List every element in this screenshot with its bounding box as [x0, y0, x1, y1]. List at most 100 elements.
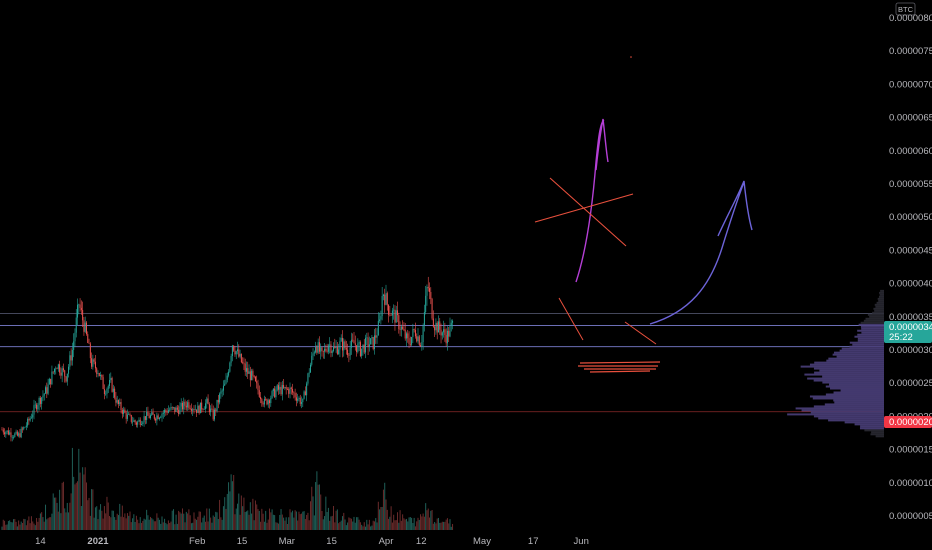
volume-bar — [370, 526, 372, 530]
volume-bar — [185, 511, 187, 530]
candle-body — [117, 400, 119, 405]
red-underline-scribble[interactable] — [578, 361, 661, 373]
volume-bar — [312, 496, 314, 530]
candle-body — [78, 304, 80, 306]
candle-body — [269, 400, 271, 404]
candle-body — [36, 404, 38, 410]
volume-bar — [153, 521, 155, 530]
candle-body — [352, 339, 354, 341]
volume-profile-bar — [813, 415, 884, 418]
volume-bar — [21, 522, 23, 530]
volume-bar — [42, 517, 44, 530]
candle-body — [21, 428, 23, 430]
candle-body — [256, 381, 258, 384]
volume-bar — [389, 516, 391, 530]
volume-bar — [432, 523, 434, 530]
candle-body — [376, 335, 378, 338]
currency-label: BTC — [898, 5, 914, 14]
volume-profile-bar — [840, 389, 884, 392]
candle-body — [380, 316, 382, 320]
purple-arrow-drawing[interactable] — [575, 118, 609, 283]
volume-bar — [299, 514, 301, 530]
candle-body — [149, 415, 151, 419]
volume-profile-bar — [809, 395, 884, 398]
volume-bar — [38, 517, 40, 530]
candle-body — [393, 309, 395, 311]
time-axis[interactable]: 14 2021 Feb 15 Mar 15 Apr 12 May 17 Jun — [35, 536, 589, 547]
volume-bar — [206, 508, 208, 530]
candle-body — [1, 429, 3, 431]
volume-bar — [446, 518, 448, 530]
volume-bar — [55, 497, 57, 530]
candle-body — [440, 329, 442, 336]
volume-bar — [400, 520, 402, 530]
volume-bar — [247, 510, 249, 530]
candle-body — [313, 352, 315, 354]
volume-bar — [425, 503, 427, 530]
candle-body — [340, 337, 342, 342]
candle-body — [109, 380, 111, 386]
candle-body — [299, 397, 301, 404]
volume-bar — [262, 513, 264, 530]
candle-body — [307, 373, 309, 384]
volume-bar — [109, 515, 111, 530]
volume-bar — [229, 491, 231, 530]
candle-body — [252, 370, 254, 376]
candle-body — [361, 348, 363, 356]
currency-badge[interactable] — [895, 2, 916, 16]
candles-layer — [1, 276, 454, 442]
candle-body — [334, 346, 336, 348]
candle-body — [125, 412, 127, 419]
volume-bar — [440, 522, 442, 530]
volume-bar — [277, 523, 279, 530]
candle-body — [373, 335, 375, 350]
volume-bar — [405, 518, 407, 530]
candle-body — [85, 322, 87, 335]
drawings-layer[interactable] — [534, 56, 753, 373]
volume-bar — [391, 522, 393, 530]
volume-profile-bar — [874, 303, 884, 306]
current-price-tag: 0.00000345 25:22 — [884, 321, 932, 343]
volume-profile-bar — [872, 311, 884, 314]
volume-bar — [68, 512, 70, 530]
volume-profile-bar — [844, 421, 884, 424]
wedge-trend-line-lower[interactable] — [624, 321, 657, 345]
candle-body — [18, 433, 20, 436]
volume-bar — [411, 517, 413, 530]
volume-bar — [416, 521, 418, 530]
candle-body — [184, 401, 186, 406]
x-tick-label: 14 — [35, 536, 46, 547]
candle-body — [331, 350, 333, 354]
volume-bar — [106, 496, 108, 530]
candle-body — [344, 341, 346, 348]
candle-body — [128, 414, 130, 415]
candle-body — [416, 336, 418, 342]
candle-body — [418, 336, 420, 346]
volume-bar — [2, 519, 4, 530]
volume-bar — [222, 506, 224, 530]
candle-body — [10, 432, 12, 438]
candle-body — [431, 298, 433, 319]
volume-profile-bar — [854, 335, 884, 338]
cross-mark-line-2[interactable] — [534, 193, 634, 223]
candle-body — [96, 368, 98, 374]
candle-body — [202, 409, 204, 410]
candle-body — [187, 402, 189, 408]
volume-profile-bar — [871, 431, 884, 434]
volume-bar — [94, 507, 96, 530]
cross-mark-line-1[interactable] — [549, 177, 627, 247]
blue-arrow-drawing[interactable] — [649, 180, 753, 325]
volume-bar — [253, 520, 255, 530]
candle-body — [261, 399, 263, 404]
candle-body — [156, 415, 158, 421]
volume-bar — [270, 512, 272, 530]
volume-bar — [301, 513, 303, 530]
volume-profile-bar — [828, 419, 884, 422]
candle-body — [335, 346, 337, 348]
wedge-trend-line-upper[interactable] — [558, 297, 584, 341]
volume-profile-bar — [857, 329, 884, 332]
candle-body — [146, 411, 148, 420]
